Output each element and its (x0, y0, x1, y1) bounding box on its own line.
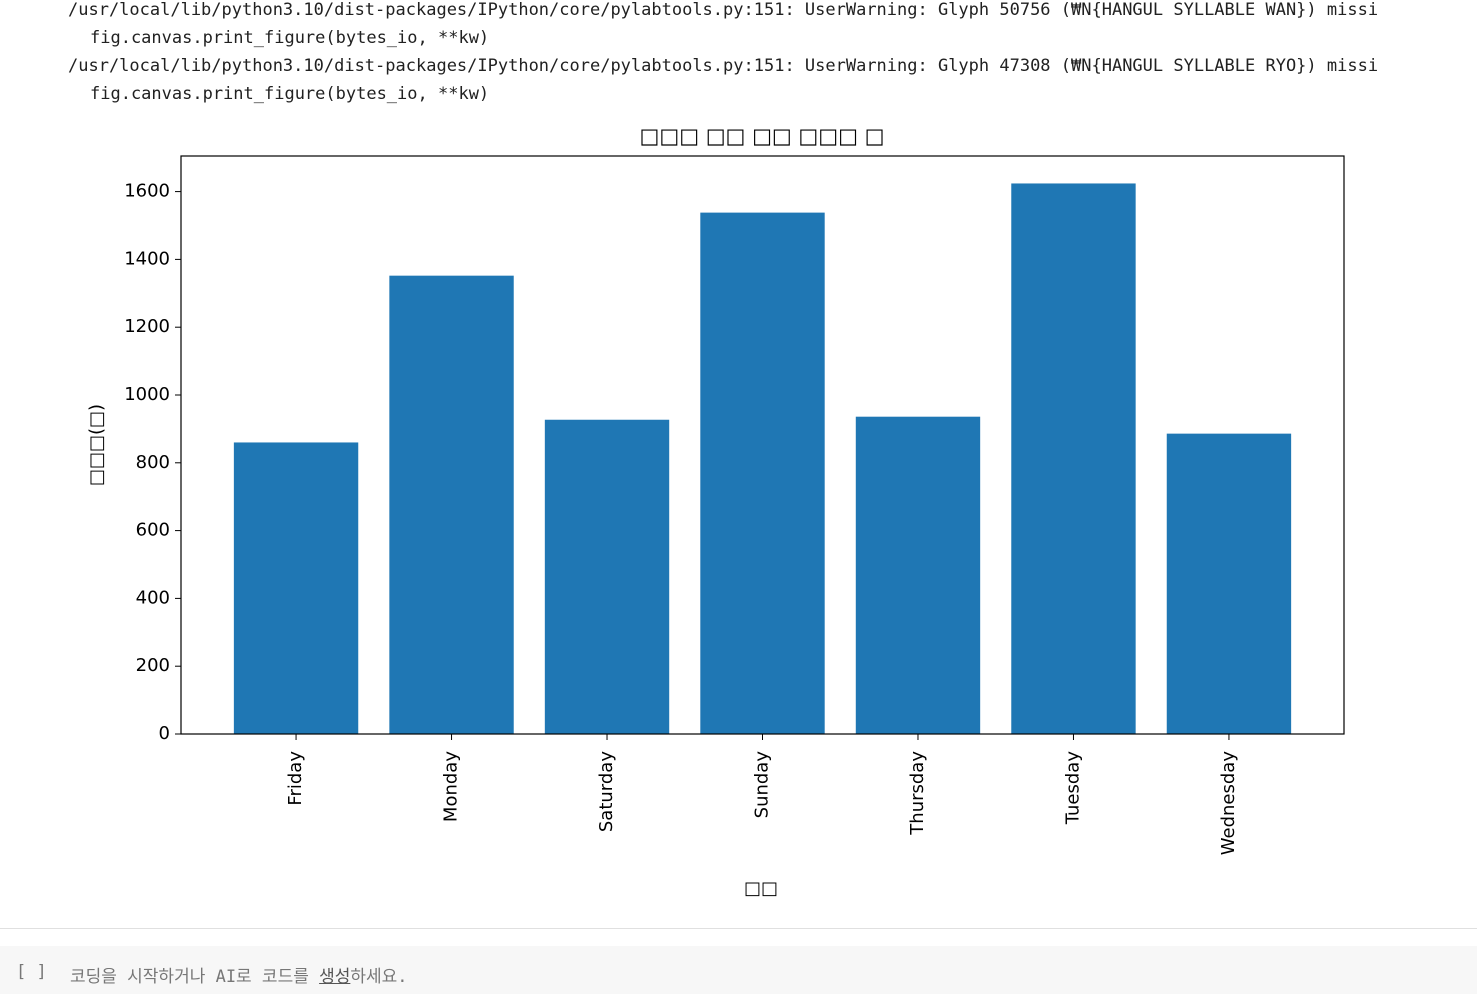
axes-frame (180, 155, 1345, 735)
prompt-text: 코딩을 시작하거나 AI로 코드를 (70, 967, 320, 987)
bar (700, 212, 825, 734)
y-tick-label: 200 (136, 655, 170, 676)
x-tick-label: Sunday (752, 751, 773, 819)
chart-title: □□□ □□ □□ □□□ □ (640, 124, 885, 148)
x-axis-label: □□ (744, 878, 778, 899)
bar (1166, 433, 1292, 734)
y-tick-label: 600 (136, 520, 170, 541)
warning-line: fig.canvas.print_figure(bytes_io, **kw) (90, 28, 490, 48)
bar (855, 416, 981, 734)
bar (544, 419, 670, 734)
warning-line: /usr/local/lib/python3.10/dist-packages/… (68, 0, 1379, 20)
generate-link[interactable]: 생성 (319, 967, 351, 987)
x-tick-label: Thursday (907, 751, 928, 836)
prompt-text: 하세요. (350, 967, 408, 987)
warning-line: fig.canvas.print_figure(bytes_io, **kw) (90, 84, 490, 104)
new-cell[interactable]: [ ] 코딩을 시작하거나 AI로 코드를 생성하세요. (0, 946, 1477, 994)
y-tick-label: 400 (136, 587, 170, 608)
x-tick-label: Wednesday (1218, 751, 1239, 856)
y-tick-label: 1600 (124, 181, 170, 202)
x-tick-label: Tuesday (1062, 751, 1083, 826)
y-axis-label: □□□(□) (86, 404, 107, 486)
x-tick-label: Saturday (596, 751, 617, 832)
y-tick-label: 0 (159, 723, 170, 744)
warning-line: /usr/local/lib/python3.10/dist-packages/… (68, 56, 1379, 76)
bar (233, 442, 359, 734)
x-tick-label: Friday (285, 751, 306, 806)
bar (1011, 183, 1136, 735)
y-tick-label: 1000 (124, 384, 170, 405)
x-tick-label: Monday (441, 751, 462, 822)
output-area: /usr/local/lib/python3.10/dist-packages/… (0, 0, 1477, 929)
cell-prompt: 코딩을 시작하거나 AI로 코드를 생성하세요. (70, 962, 408, 987)
y-tick-label: 800 (136, 452, 170, 473)
cell-brackets: [ ] (16, 962, 47, 982)
y-tick-label: 1400 (124, 248, 170, 269)
chart: □□□ □□ □□ □□□ □ □□ □□□(□) Friday Monday Sa… (86, 124, 1345, 899)
bar (389, 275, 514, 734)
y-tick-label: 1200 (124, 316, 170, 337)
